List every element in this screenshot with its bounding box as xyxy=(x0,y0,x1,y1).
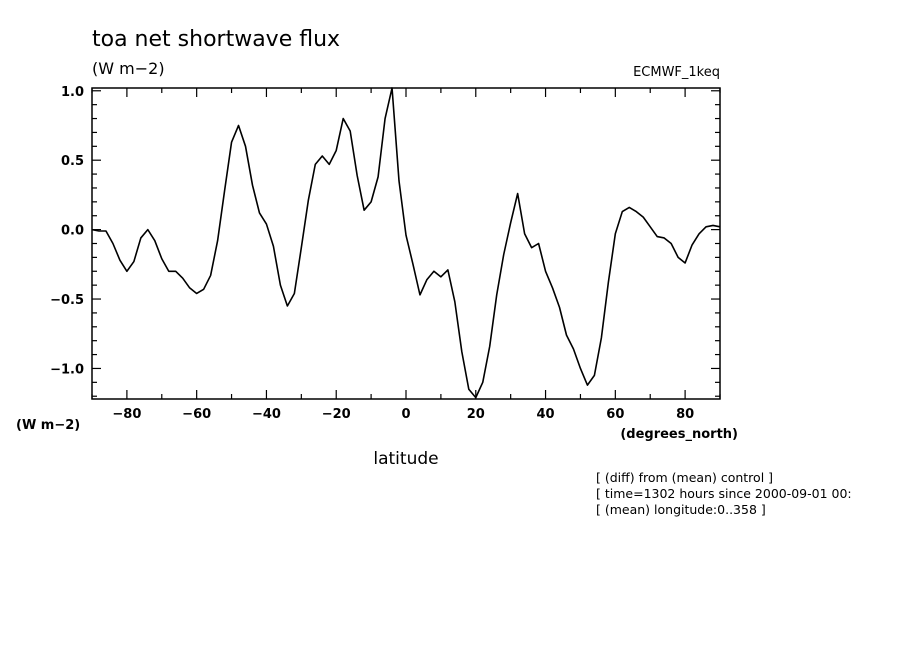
info-line-3: [ (mean) longitude:0..358 ] xyxy=(596,502,766,517)
x-axis-label: latitude xyxy=(373,449,438,469)
y-tick-label: 0.0 xyxy=(61,224,84,239)
axis-tick-labels: −80 −60 −40 −20 0 20 40 60 80 1.0 0.5 0.0 −0.5 −1.0 xyxy=(50,85,694,422)
y-tick-label: −1.0 xyxy=(50,362,84,377)
x-tick-label: −40 xyxy=(252,407,281,422)
x-units-label: (degrees_north) xyxy=(620,427,738,442)
x-tick-label: 60 xyxy=(606,407,624,422)
x-tick-label: 20 xyxy=(467,407,485,422)
info-line-2: [ time=1302 hours since 2000-09-01 00: xyxy=(596,486,852,501)
x-tick-label: −60 xyxy=(182,407,211,422)
x-tick-label: −80 xyxy=(112,407,141,422)
series-line xyxy=(91,87,721,399)
y-tick-label: −0.5 xyxy=(50,293,84,308)
axis-ticks xyxy=(91,88,721,399)
y-tick-label: 1.0 xyxy=(61,85,84,100)
x-tick-label: 80 xyxy=(676,407,694,422)
chart-title: toa net shortwave flux xyxy=(92,27,340,52)
x-tick-label: −20 xyxy=(322,407,351,422)
units-label: (W m−2) xyxy=(92,59,165,78)
info-line-1: [ (diff) from (mean) control ] xyxy=(596,470,773,485)
dataset-label: ECMWF_1keq xyxy=(633,65,720,80)
y-tick-label: 0.5 xyxy=(61,154,84,169)
y-units-label: (W m−2) xyxy=(16,418,80,433)
x-tick-label: 0 xyxy=(401,407,410,422)
plot-frame xyxy=(91,87,721,400)
x-tick-label: 40 xyxy=(537,407,555,422)
